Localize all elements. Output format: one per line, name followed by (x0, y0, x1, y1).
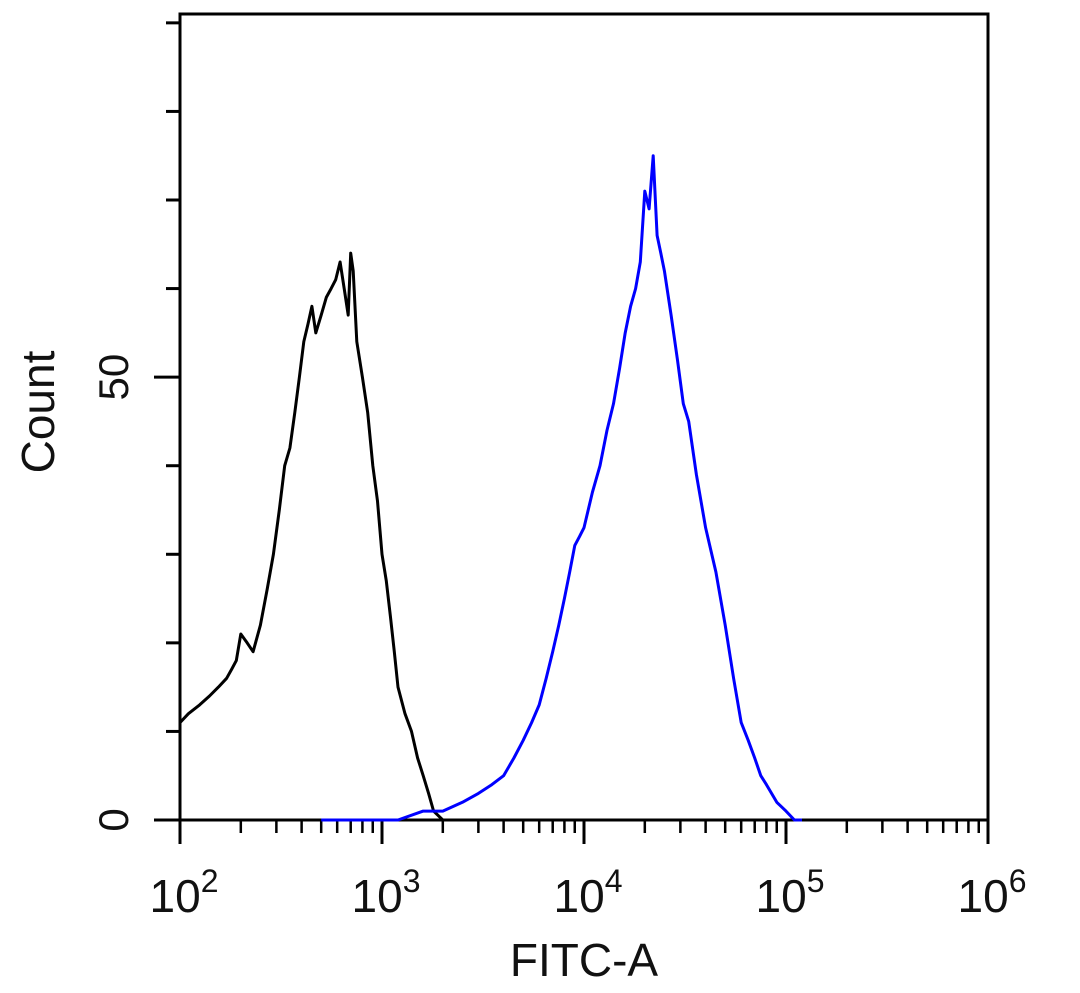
y-axis-label: Count (12, 350, 64, 473)
y-tick-labels: 0 50 (90, 354, 137, 832)
x-axis-label: FITC-A (510, 934, 659, 986)
y-axis-ticks (154, 21, 180, 822)
x-tick-labels: 102 103 104 105 106 (150, 863, 1027, 922)
series-1-line (178, 251, 444, 822)
series-2-line (321, 154, 802, 822)
y-tick-label: 50 (90, 354, 137, 401)
x-tick-label: 103 (352, 863, 421, 922)
y-tick-label: 0 (90, 808, 137, 831)
series-layer (178, 154, 802, 822)
x-axis-ticks (178, 820, 990, 844)
x-tick-label: 104 (554, 863, 623, 922)
x-tick-label: 106 (958, 863, 1027, 922)
plot-frame (178, 12, 990, 822)
x-tick-label: 102 (150, 863, 219, 922)
x-tick-label: 105 (756, 863, 825, 922)
